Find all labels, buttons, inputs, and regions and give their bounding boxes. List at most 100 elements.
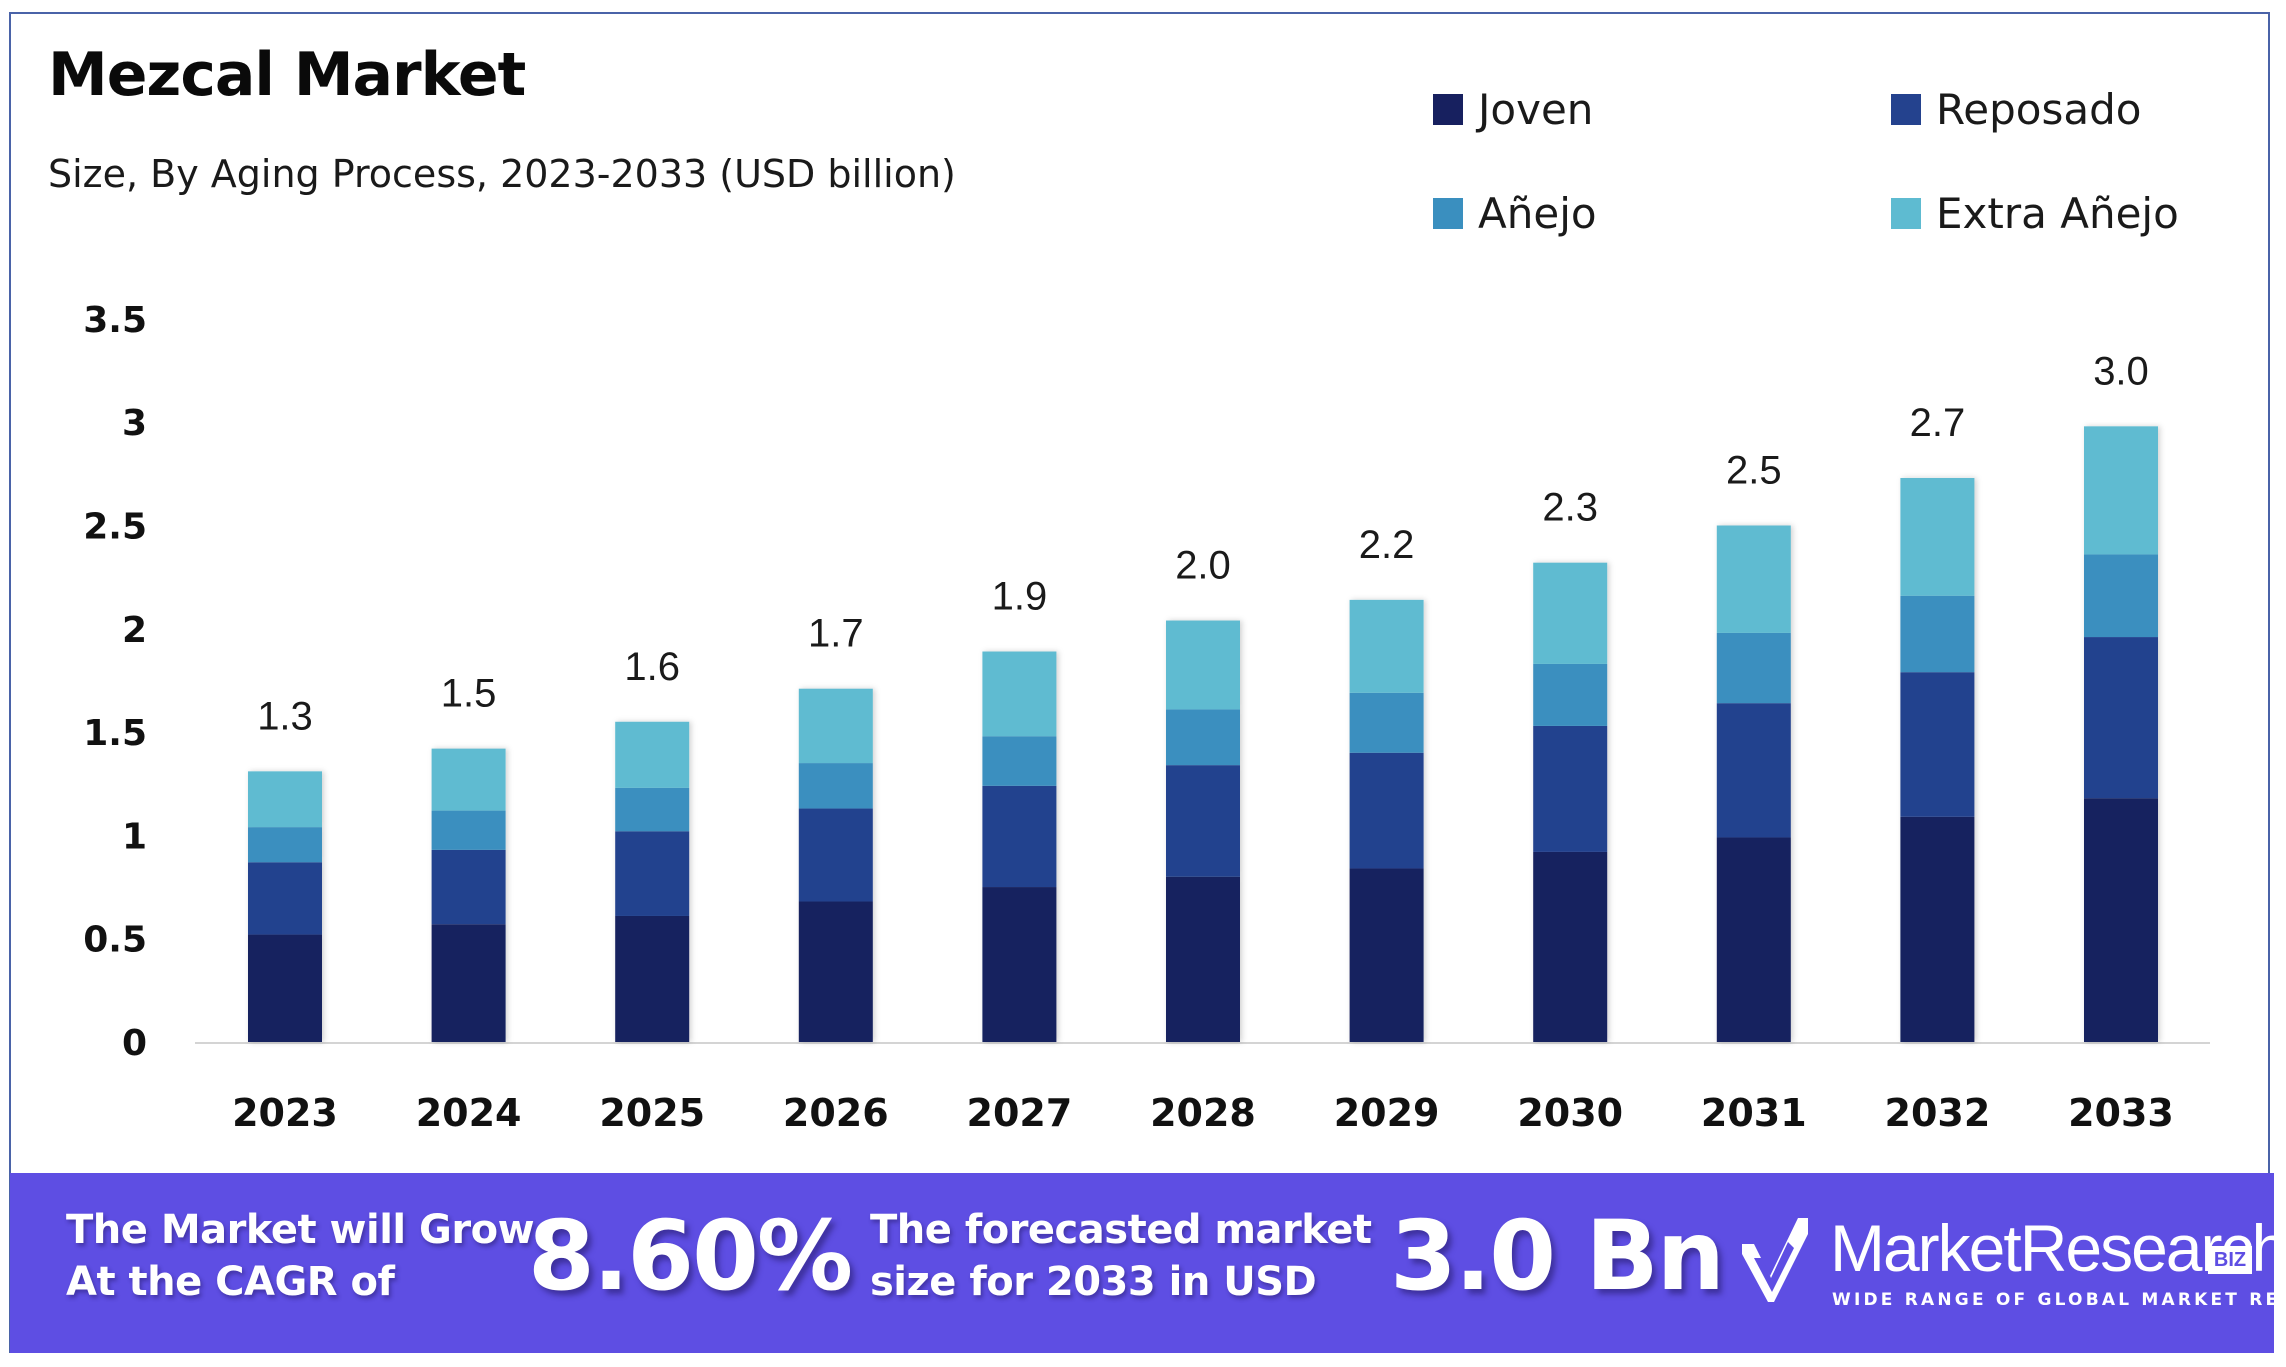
- legend-swatch-reposado: [1891, 93, 1921, 125]
- bar-stack-2023: [248, 771, 322, 1042]
- x-tick-label: 2023: [232, 1091, 338, 1135]
- bar-segment-extra-anejo: [431, 748, 506, 811]
- legend-label: Extra Añejo: [1936, 188, 2179, 238]
- bar-segment-extra-anejo: [1533, 562, 1608, 664]
- bar-segment-reposado: [798, 808, 873, 902]
- bar-segment-anejo: [2084, 554, 2158, 638]
- x-tick-label: 2026: [783, 1091, 889, 1135]
- x-tick-label: 2028: [1150, 1091, 1256, 1135]
- data-label: 2.2: [1359, 523, 1415, 567]
- bar-segment-joven: [982, 887, 1057, 1042]
- bar-segment-joven: [431, 924, 506, 1042]
- y-tick-label: 0.5: [83, 920, 147, 961]
- x-tick-label: 2029: [1334, 1091, 1440, 1135]
- stacked-bar-chart: 00.511.522.533.5 2023 2024 2025 2026 2027 202…: [83, 300, 2210, 1135]
- bar-stack-2030: [1533, 562, 1608, 1042]
- legend-label: Joven: [1478, 84, 1594, 134]
- brand-tagline: WIDE RANGE OF GLOBAL MARKET REPORTS: [1832, 1290, 2286, 1310]
- bar-stack-2027: [982, 651, 1057, 1042]
- legend-item-joven: Joven: [1433, 85, 1593, 134]
- checkmark-shield-icon: [1742, 1218, 1808, 1302]
- data-label: 1.6: [624, 645, 680, 689]
- bar-segment-anejo: [982, 736, 1057, 786]
- summary-banner: [10, 1173, 2274, 1353]
- data-label: 1.7: [808, 612, 864, 656]
- legend-item-anejo: Añejo: [1433, 189, 1597, 238]
- forecast-caption: The forecasted market size for 2033 in U…: [870, 1204, 1372, 1308]
- bar-segment-joven: [1349, 868, 1424, 1042]
- bar-segment-reposado: [1716, 703, 1791, 838]
- bar-segment-extra-anejo: [615, 721, 690, 788]
- bar-segment-joven: [1533, 851, 1608, 1042]
- y-tick-label: 3.5: [83, 300, 147, 341]
- x-tick-label: 2030: [1517, 1091, 1623, 1135]
- x-tick-label: 2032: [1885, 1091, 1991, 1135]
- x-tick-label: 2024: [416, 1091, 522, 1135]
- bar-segment-anejo: [1166, 709, 1240, 766]
- y-tick-label: 3: [122, 403, 147, 444]
- bar-segment-joven: [1166, 876, 1240, 1042]
- data-label: 1.5: [441, 672, 497, 716]
- forecast-caption-line2: size for 2033 in USD: [870, 1259, 1317, 1305]
- bar-stack-2026: [798, 688, 873, 1042]
- bar-segment-extra-anejo: [982, 651, 1057, 737]
- chart-title: Mezcal Market: [48, 40, 526, 110]
- y-tick-label: 0: [122, 1023, 147, 1064]
- bar-stack-2025: [615, 721, 690, 1042]
- cagr-caption-line2: At the CAGR of: [66, 1259, 395, 1305]
- bar-segment-anejo: [798, 763, 873, 809]
- data-label: 2.0: [1175, 544, 1231, 588]
- data-label: 2.3: [1542, 486, 1598, 530]
- x-tick-label: 2025: [599, 1091, 705, 1135]
- bar-segment-joven: [2084, 798, 2158, 1042]
- bar-segment-anejo: [248, 827, 322, 863]
- bar-segment-extra-anejo: [1349, 599, 1424, 693]
- legend-item-reposado: Reposado: [1891, 85, 2141, 134]
- x-tick-label: 2033: [2068, 1091, 2174, 1135]
- legend-label: Reposado: [1936, 84, 2142, 134]
- brand-logo: MarketResearch BIZ WIDE RANGE OF GLOBAL …: [1740, 1210, 2286, 1320]
- bar-segment-anejo: [615, 787, 690, 832]
- bar-segment-extra-anejo: [798, 688, 873, 764]
- y-tick-label: 2: [122, 610, 147, 651]
- x-tick-label: 2031: [1701, 1091, 1807, 1135]
- bar-segment-reposado: [1900, 672, 1975, 817]
- brand-badge: BIZ: [2208, 1246, 2252, 1274]
- cagr-value: 8.60%: [528, 1200, 853, 1312]
- chart-frame: [9, 12, 2270, 1353]
- data-label: 3.0: [2093, 349, 2149, 393]
- bar-segment-joven: [1716, 837, 1791, 1042]
- forecast-value: 3.0 Bn: [1390, 1200, 1725, 1312]
- bar-stack-2033: [2084, 426, 2158, 1042]
- data-label: 1.9: [992, 575, 1048, 619]
- y-axis: 0 0.5 1 1.5 2 2.5 3 3.5: [83, 300, 147, 1064]
- bar-segment-extra-anejo: [1166, 620, 1240, 710]
- bar-stack-2029: [1349, 599, 1424, 1042]
- data-labels: 1.3 1.5 1.6 1.7 1.9 2.0 2.2 2.3 2.5 2.7 3.0: [257, 349, 2149, 738]
- y-tick-label: 1.5: [83, 713, 147, 754]
- bar-segment-anejo: [1533, 663, 1608, 726]
- bar-segment-joven: [798, 901, 873, 1042]
- bar-stack-2032: [1900, 477, 1975, 1042]
- bar-segment-reposado: [982, 785, 1057, 888]
- legend-swatch-joven: [1433, 93, 1463, 125]
- data-label: 1.3: [257, 694, 313, 738]
- bar-segment-joven: [615, 915, 690, 1042]
- legend-item-extra-anejo: Extra Añejo: [1891, 189, 2179, 238]
- bar-segment-anejo: [1716, 632, 1791, 704]
- bar-segment-extra-anejo: [248, 771, 322, 828]
- legend-swatch-extra-anejo: [1891, 197, 1921, 229]
- legend-label: Añejo: [1478, 188, 1597, 238]
- bar-segment-anejo: [1349, 692, 1424, 753]
- cagr-caption-line1: The Market will Grow: [66, 1207, 535, 1253]
- x-tick-label: 2027: [967, 1091, 1073, 1135]
- bar-segment-joven: [1900, 816, 1975, 1042]
- bar-segment-reposado: [615, 831, 690, 916]
- bar-segment-anejo: [1900, 595, 1975, 673]
- bar-segment-reposado: [248, 862, 322, 935]
- y-tick-label: 2.5: [83, 507, 147, 548]
- bar-segment-reposado: [431, 849, 506, 925]
- data-label: 2.7: [1910, 401, 1966, 445]
- bar-segment-joven: [248, 934, 322, 1042]
- bars: [248, 426, 2158, 1042]
